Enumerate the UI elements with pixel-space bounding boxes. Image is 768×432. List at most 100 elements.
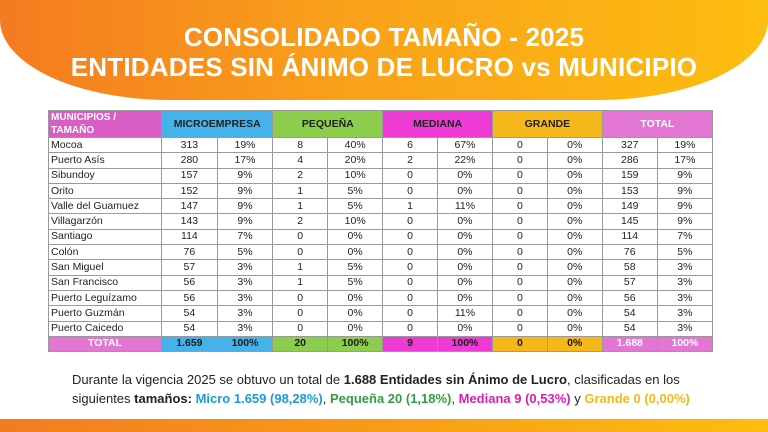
table-cell: 153 [601, 182, 658, 200]
table-cell: 4 [272, 152, 329, 169]
summary-sep-3: y [570, 391, 585, 406]
table-cell: 1 [272, 198, 329, 215]
table-cell: 9% [656, 182, 714, 200]
table-cell: 0% [546, 213, 603, 230]
table-cell: 0% [546, 136, 603, 154]
total-cell: 0 [492, 335, 548, 352]
table-cell: 56 [161, 274, 218, 291]
total-cell: 1.659 [161, 335, 218, 352]
table-cell: 1 [272, 182, 329, 200]
total-cell: 1.688 [601, 335, 658, 352]
table-cell: 2 [272, 213, 329, 230]
municipio-name: Puerto Leguízamo [47, 289, 163, 307]
table-cell: 19% [656, 136, 714, 154]
table-cell: 54 [161, 320, 218, 337]
table-cell: 0 [492, 198, 548, 215]
table-cell: 0 [272, 320, 329, 337]
table-cell: 0 [382, 182, 438, 200]
table-cell: 9% [656, 167, 714, 184]
table-row: Villagarzón 143 9% 2 10% 0 0% 0 0% 145 9% [47, 213, 714, 230]
table-cell: 0% [436, 228, 494, 246]
table-cell: 0 [492, 289, 548, 307]
table-cell: 0 [272, 289, 329, 307]
table-cell: 0 [382, 259, 438, 276]
table-cell: 17% [656, 152, 714, 169]
table-cell: 2 [272, 167, 329, 184]
table-cell: 22% [436, 152, 494, 169]
table-cell: 3% [656, 274, 714, 291]
table-cell: 143 [161, 213, 218, 230]
table-row: Santiago 114 7% 0 0% 0 0% 0 0% 114 7% [47, 228, 714, 246]
table-cell: 0 [492, 182, 548, 200]
table-cell: 9% [216, 198, 274, 215]
header-total: TOTAL [601, 110, 714, 138]
table-cell: 3% [216, 274, 274, 291]
table-cell: 57 [601, 274, 658, 291]
table-cell: 145 [601, 213, 658, 230]
municipio-name: Orito [47, 182, 163, 200]
table-row: Sibundoy 157 9% 2 10% 0 0% 0 0% 159 9% [47, 167, 714, 184]
total-cell: 100% [216, 335, 274, 352]
table-cell: 0 [382, 228, 438, 246]
table-row: Colón 76 5% 0 0% 0 0% 0 0% 76 5% [47, 244, 714, 261]
table-cell: 0 [382, 167, 438, 184]
total-cell: 0% [546, 335, 603, 352]
summary-total-entities: 1.688 Entidades sin Ánimo de Lucro [343, 372, 567, 387]
table-cell: 0% [436, 320, 494, 337]
table-cell: 0 [272, 244, 329, 261]
municipio-name: San Francisco [47, 274, 163, 291]
summary-grande: Grande 0 (0,00%) [584, 391, 690, 406]
summary-micro: Micro 1.659 (98,28%) [195, 391, 323, 406]
table-cell: 0% [546, 289, 603, 307]
table-cell: 0% [546, 152, 603, 169]
table-cell: 114 [161, 228, 218, 246]
table-cell: 0 [382, 213, 438, 230]
table-cell: 58 [601, 259, 658, 276]
table-cell: 0 [382, 320, 438, 337]
table-cell: 0 [492, 136, 548, 154]
table-cell: 7% [656, 228, 714, 246]
table-cell: 0% [546, 259, 603, 276]
table-cell: 0% [436, 182, 494, 200]
table-cell: 0% [436, 167, 494, 184]
table-cell: 40% [327, 136, 384, 154]
table-cell: 0 [492, 228, 548, 246]
table-cell: 1 [272, 274, 329, 291]
summary-pequena: Pequeña 20 (1,18%) [330, 391, 452, 406]
table-cell: 0 [272, 305, 329, 322]
table-cell: 313 [161, 136, 218, 154]
table-cell: 20% [327, 152, 384, 169]
municipio-name: Santiago [47, 228, 163, 246]
table-cell: 5% [327, 182, 384, 200]
municipio-name: Mocoa [47, 136, 163, 154]
table-cell: 9% [216, 213, 274, 230]
header-pequena: PEQUEÑA [272, 110, 384, 138]
table-cell: 9% [656, 198, 714, 215]
summary-sizes-label: tamaños: [134, 391, 192, 406]
table-cell: 5% [327, 274, 384, 291]
table-cell: 3% [656, 259, 714, 276]
municipio-name: San Miguel [47, 259, 163, 276]
table-cell: 0% [327, 320, 384, 337]
total-cell: 100% [327, 335, 384, 352]
header-municipio: MUNICIPIOS / TAMAÑO [47, 110, 163, 138]
summary-mediana: Mediana 9 (0,53%) [458, 391, 571, 406]
table-cell: 5% [327, 259, 384, 276]
table-cell: 0 [492, 152, 548, 169]
table-cell: 57 [161, 259, 218, 276]
table-header-row: MUNICIPIOS / TAMAÑO MICROEMPRESA PEQUEÑA… [47, 110, 714, 138]
table-cell: 327 [601, 136, 658, 154]
table-cell: 56 [161, 289, 218, 307]
total-cell: 100% [656, 335, 714, 352]
table-row: San Miguel 57 3% 1 5% 0 0% 0 0% 58 3% [47, 259, 714, 276]
table-cell: 0 [492, 274, 548, 291]
table-cell: 0 [492, 167, 548, 184]
municipio-name: Sibundoy [47, 167, 163, 184]
table-row: Puerto Guzmán 54 3% 0 0% 0 11% 0 0% 54 3% [47, 305, 714, 322]
table-cell: 0% [327, 228, 384, 246]
municipio-name: Colón [47, 244, 163, 261]
table-cell: 0 [492, 244, 548, 261]
table-cell: 0% [546, 244, 603, 261]
table-cell: 0% [436, 259, 494, 276]
table-cell: 56 [601, 289, 658, 307]
